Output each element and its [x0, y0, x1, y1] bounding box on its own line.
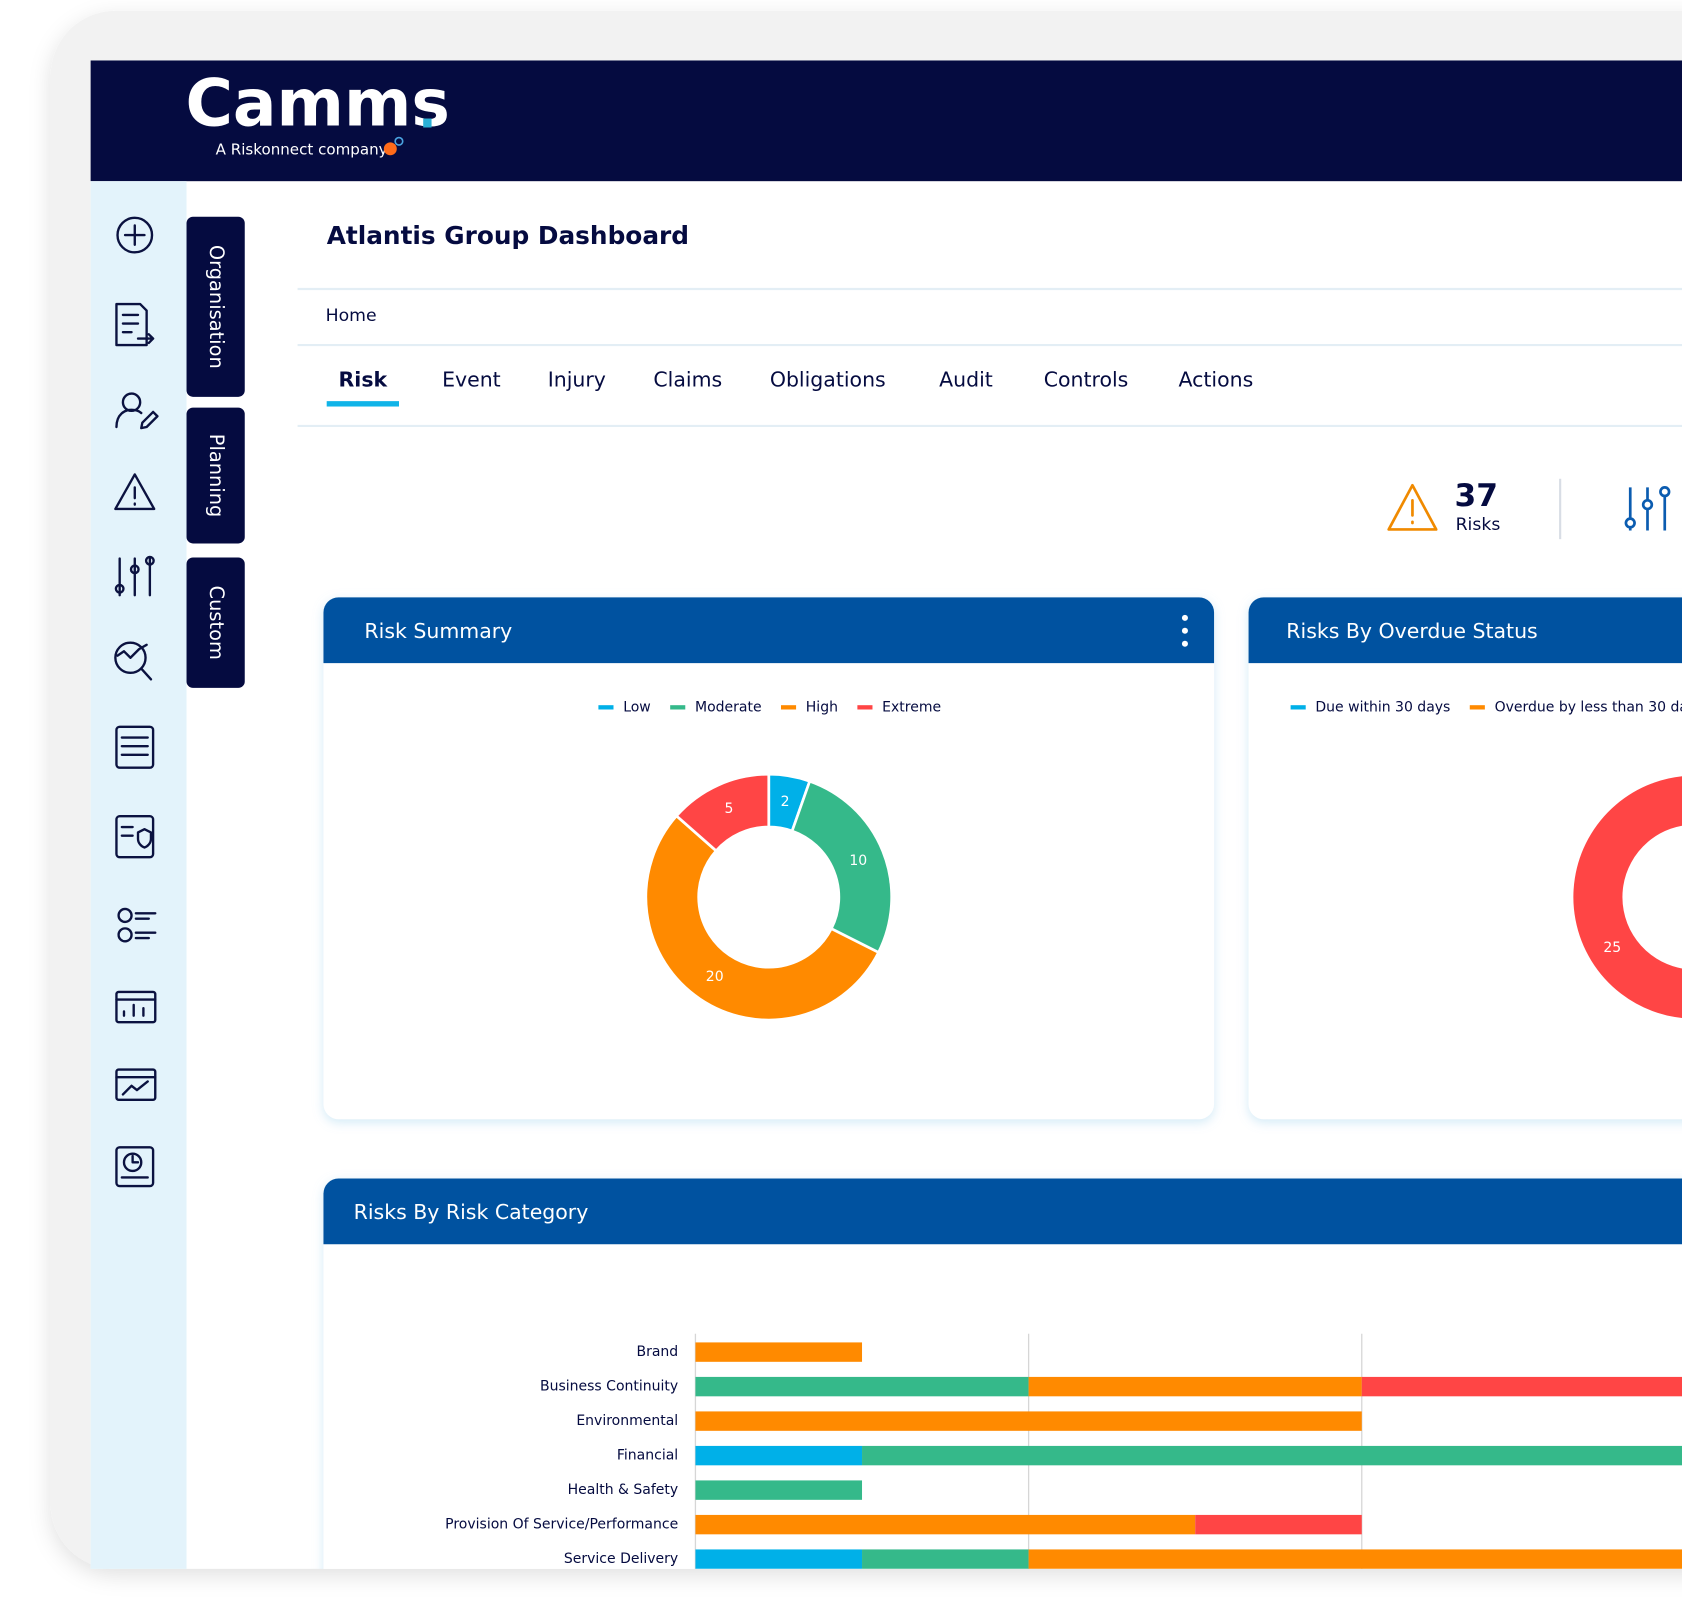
y-tick-label: Service Delivery [564, 1551, 678, 1567]
bar-segment [695, 1480, 863, 1500]
page-title: Atlantis Group Dashboard [327, 221, 689, 250]
bar-segment [695, 1445, 863, 1466]
legend-label: Overdue by less than 30 da [1495, 699, 1682, 715]
tab[interactable]: Actions [1178, 368, 1253, 392]
panel-header [1248, 597, 1682, 664]
side-tab[interactable] [186, 557, 245, 688]
tab[interactable]: Event [442, 368, 501, 392]
risk-count: 37 [1454, 478, 1498, 514]
donut-label: 10 [849, 853, 867, 869]
legend-swatch [598, 705, 614, 710]
legend-label: Extreme [882, 699, 941, 715]
donut-slice [674, 772, 771, 853]
menu-dot[interactable] [1181, 640, 1188, 647]
tab[interactable]: Risk [339, 368, 388, 392]
panel-header [323, 597, 1215, 664]
panel-title: Risks By Overdue Status [1286, 619, 1537, 643]
tagline: A Riskonnect company [216, 140, 388, 158]
y-tick-label: Health & Safety [568, 1482, 679, 1498]
bar-segment [1361, 1376, 1682, 1397]
bar-segment [1195, 1514, 1362, 1535]
bar-segment [695, 1342, 863, 1362]
bar-segment [695, 1514, 1196, 1535]
legend-label: Low [623, 699, 651, 715]
y-tick-label: Environmental [576, 1413, 678, 1429]
menu-dot[interactable] [1181, 614, 1188, 621]
panel [323, 1178, 1682, 1569]
menu-dot[interactable] [1181, 627, 1188, 634]
legend-swatch [780, 705, 797, 710]
donut-label: 20 [706, 969, 724, 985]
filter-icon[interactable] [1624, 486, 1671, 531]
legend-label: Due within 30 days [1315, 699, 1450, 715]
tab[interactable]: Obligations [770, 368, 886, 392]
breadcrumb[interactable]: Home [326, 306, 377, 326]
bar-segment [695, 1411, 1362, 1431]
bar-segment [1028, 1549, 1682, 1569]
donut-slice [790, 779, 893, 955]
tagline-icon [394, 136, 404, 146]
donut-slice [644, 813, 881, 1022]
y-tick-label: Brand [636, 1344, 678, 1360]
side-tab-label[interactable]: Planning [205, 434, 228, 518]
y-tick-label: Financial [617, 1448, 678, 1464]
legend-label: High [806, 699, 838, 715]
tab[interactable]: Injury [548, 368, 606, 392]
sidebar [90, 181, 187, 1569]
panel [1248, 597, 1682, 1120]
logo: Camms [185, 66, 449, 141]
warning-icon [1387, 483, 1438, 531]
risk-count-label: Risks [1456, 515, 1501, 535]
side-tab[interactable] [186, 407, 245, 544]
y-tick-label: Business Continuity [540, 1379, 678, 1395]
panel-title: Risks By Risk Category [354, 1200, 589, 1224]
donut-slice [1570, 773, 1682, 1021]
legend-label: Moderate [695, 699, 762, 715]
tab-underline [326, 401, 399, 407]
side-tab-label[interactable]: Custom [205, 586, 228, 660]
donut-label: 25 [1603, 940, 1621, 956]
donut-label: 5 [725, 801, 734, 817]
tab[interactable]: Controls [1044, 368, 1129, 392]
side-tab-label[interactable]: Organisation [205, 245, 228, 369]
donut-label: 2 [781, 794, 790, 810]
panel-title: Risk Summary [364, 619, 512, 643]
tab[interactable]: Audit [939, 368, 993, 392]
logo-dot: . [418, 84, 436, 139]
legend-swatch [670, 705, 686, 710]
tagline-icon [383, 142, 397, 156]
side-tab[interactable] [186, 216, 245, 397]
legend-swatch [857, 705, 873, 710]
tab[interactable]: Claims [653, 368, 722, 392]
sidebar-icons[interactable] [114, 216, 159, 1188]
bar-segment [695, 1549, 863, 1569]
panel-header [323, 1178, 1682, 1245]
top-bar [90, 60, 1682, 182]
legend-swatch [1469, 705, 1485, 710]
y-tick-label: Provision Of Service/Performance [445, 1517, 678, 1533]
bar-segment [862, 1549, 1029, 1569]
panel [323, 597, 1215, 1120]
bar-segment [695, 1376, 1029, 1397]
legend-swatch [1290, 705, 1306, 710]
bar-segment [1028, 1376, 1362, 1397]
bar-segment [862, 1445, 1682, 1466]
